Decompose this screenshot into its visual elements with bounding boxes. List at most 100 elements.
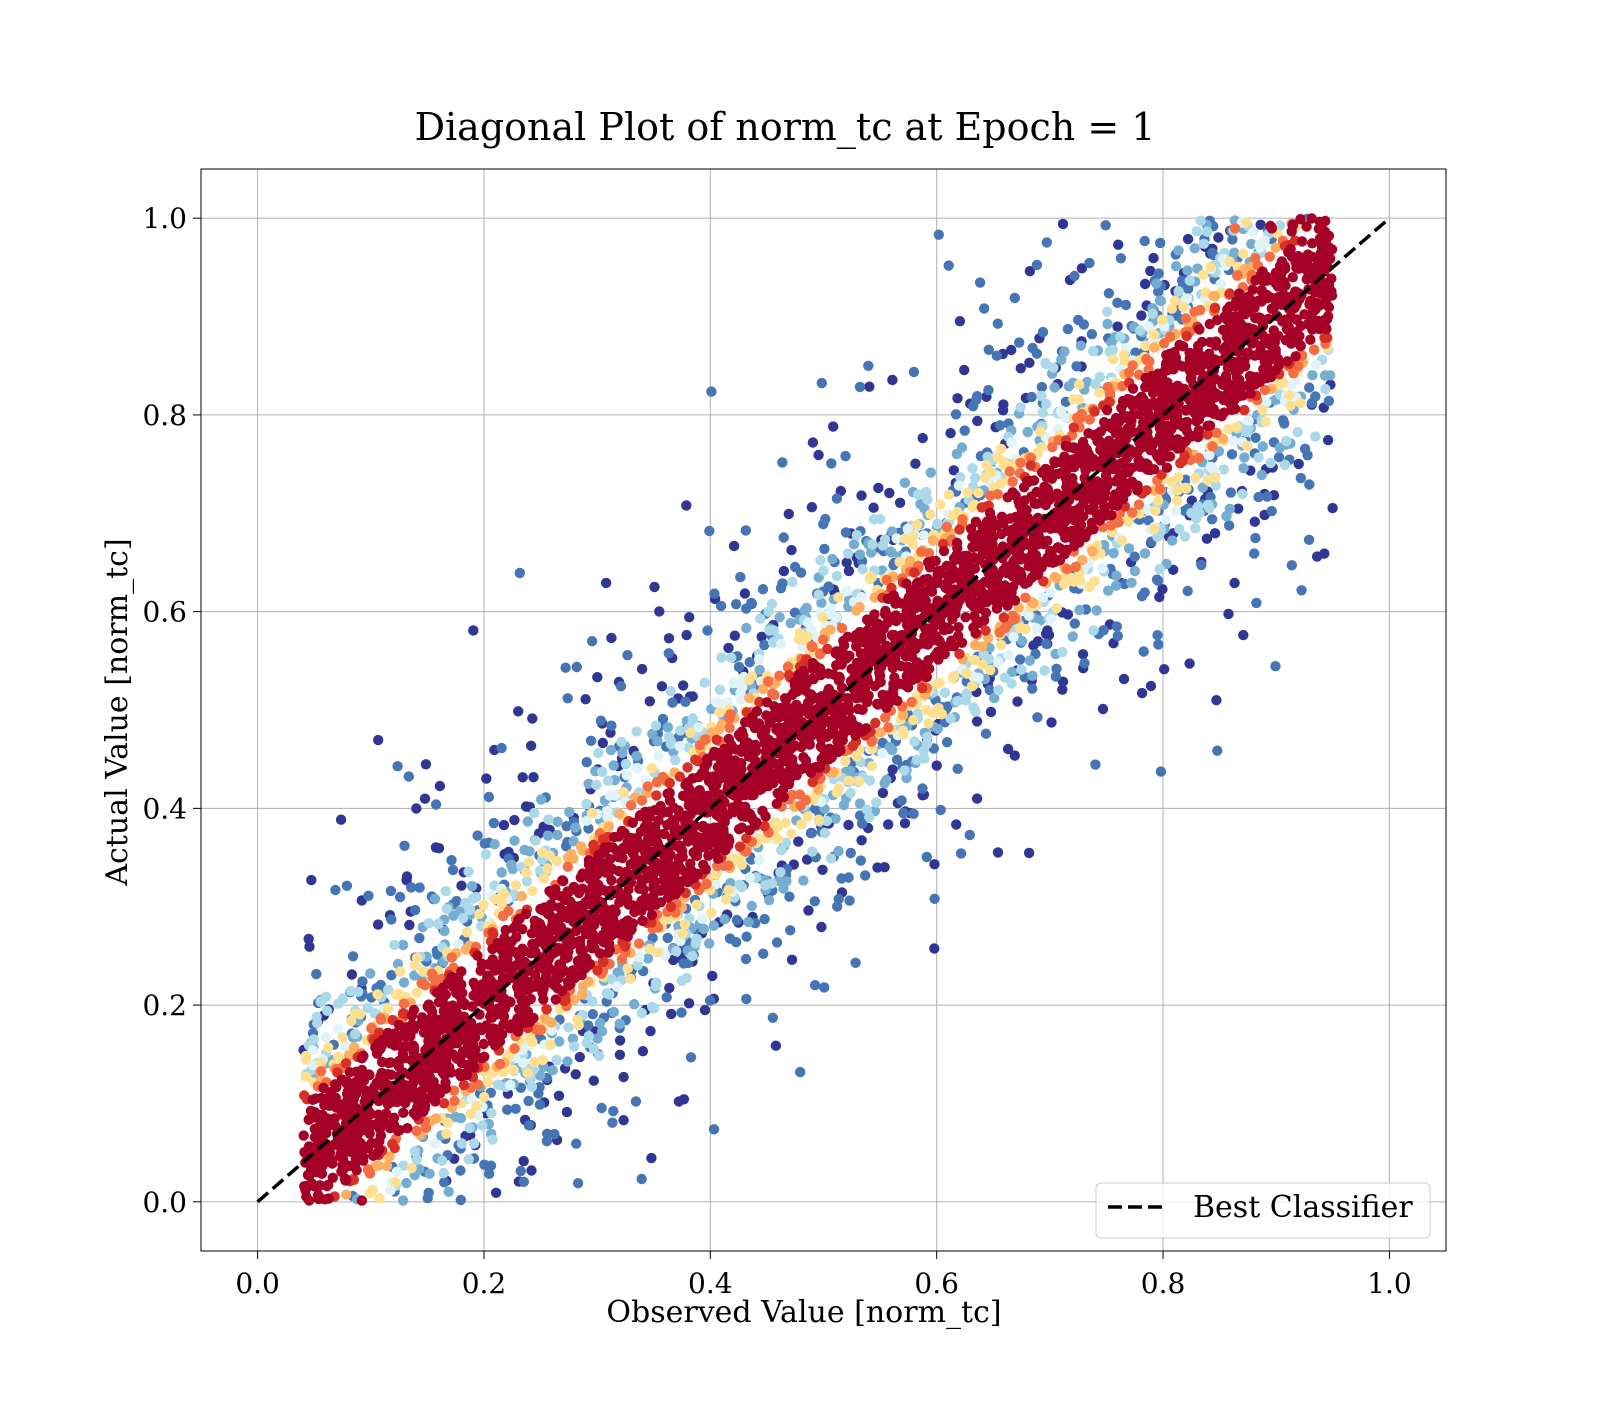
scatter-point — [1071, 562, 1081, 572]
scatter-point — [399, 999, 409, 1009]
scatter-point — [968, 702, 978, 712]
scatter-point — [562, 1107, 572, 1117]
scatter-point — [597, 767, 607, 777]
scatter-point — [835, 745, 845, 755]
scatter-point — [700, 1005, 710, 1015]
scatter-point — [832, 571, 842, 581]
scatter-point — [489, 818, 499, 828]
scatter-point — [1257, 405, 1267, 415]
scatter-point — [1071, 361, 1081, 371]
scatter-point — [725, 709, 735, 719]
scatter-point — [1190, 243, 1200, 253]
scatter-point — [926, 467, 936, 477]
scatter-point — [593, 748, 603, 758]
scatter-point — [908, 809, 918, 819]
scatter-point — [1239, 452, 1249, 462]
scatter-point — [1175, 458, 1185, 468]
scatter-point — [1084, 582, 1094, 592]
scatter-point — [1302, 450, 1312, 460]
scatter-point — [816, 922, 826, 932]
scatter-point — [1265, 458, 1275, 468]
scatter-point — [350, 1029, 360, 1039]
scatter-point — [395, 892, 405, 902]
scatter-point — [441, 1129, 451, 1139]
scatter-point — [793, 836, 803, 846]
scatter-point — [760, 811, 770, 821]
scatter-point — [709, 920, 719, 930]
scatter-point — [702, 625, 712, 635]
scatter-point — [357, 1195, 367, 1205]
scatter-point — [586, 736, 596, 746]
scatter-point — [1320, 384, 1330, 394]
scatter-point — [496, 743, 506, 753]
scatter-point — [1006, 437, 1016, 447]
scatter-point — [538, 994, 548, 1004]
scatter-point — [878, 540, 888, 550]
scatter-point — [1031, 623, 1041, 633]
scatter-point — [1284, 390, 1294, 400]
scatter-point — [1000, 672, 1010, 682]
scatter-point — [603, 948, 613, 958]
scatter-point — [777, 457, 787, 467]
scatter-point — [784, 509, 794, 519]
scatter-point — [1273, 292, 1283, 302]
scatter-point — [1194, 324, 1204, 334]
scatter-point — [1194, 453, 1204, 463]
scatter-point — [487, 1135, 497, 1145]
scatter-point — [495, 1059, 505, 1069]
scatter-point — [723, 885, 733, 895]
scatter-point — [490, 839, 500, 849]
scatter-point — [677, 928, 687, 938]
scatter-point — [1112, 321, 1122, 331]
scatter-point — [439, 1006, 449, 1016]
scatter-point — [711, 735, 721, 745]
scatter-point — [977, 641, 987, 651]
scatter-point — [523, 816, 533, 826]
scatter-point — [472, 830, 482, 840]
scatter-point — [386, 914, 396, 924]
scatter-point — [1115, 332, 1125, 342]
scatter-point — [1008, 477, 1018, 487]
scatter-point — [519, 1156, 529, 1166]
scatter-point — [954, 524, 964, 534]
scatter-point — [1210, 528, 1220, 538]
scatter-point — [1038, 327, 1048, 337]
scatter-point — [856, 855, 866, 865]
scatter-point — [819, 982, 829, 992]
scatter-point — [1204, 503, 1214, 513]
scatter-point — [618, 787, 628, 797]
scatter-point — [519, 845, 529, 855]
scatter-point — [952, 696, 962, 706]
scatter-point — [973, 673, 983, 683]
scatter-point — [631, 1096, 641, 1106]
scatter-point — [852, 530, 862, 540]
scatter-point — [1192, 226, 1202, 236]
scatter-point — [900, 533, 910, 543]
scatter-point — [1084, 258, 1094, 268]
scatter-point — [563, 1022, 573, 1032]
scatter-point — [398, 1108, 408, 1118]
scatter-point — [519, 1177, 529, 1187]
scatter-point — [877, 748, 887, 758]
scatter-point — [1173, 472, 1183, 482]
scatter-point — [1032, 260, 1042, 270]
scatter-point — [449, 1096, 459, 1106]
scatter-point — [615, 1019, 625, 1029]
scatter-point — [603, 776, 613, 786]
scatter-point — [1224, 520, 1234, 530]
scatter-point — [1205, 262, 1215, 272]
scatter-point — [301, 1054, 311, 1064]
scatter-point — [732, 915, 742, 925]
scatter-point — [744, 693, 754, 703]
scatter-point — [1226, 487, 1236, 497]
scatter-point — [404, 771, 414, 781]
scatter-point — [1108, 354, 1118, 364]
scatter-point — [474, 909, 484, 919]
scatter-point — [1091, 605, 1101, 615]
scatter-point — [1281, 436, 1291, 446]
scatter-point — [863, 361, 873, 371]
scatter-point — [647, 763, 657, 773]
scatter-point — [1213, 232, 1223, 242]
scatter-point — [953, 764, 963, 774]
scatter-point — [1297, 236, 1307, 246]
